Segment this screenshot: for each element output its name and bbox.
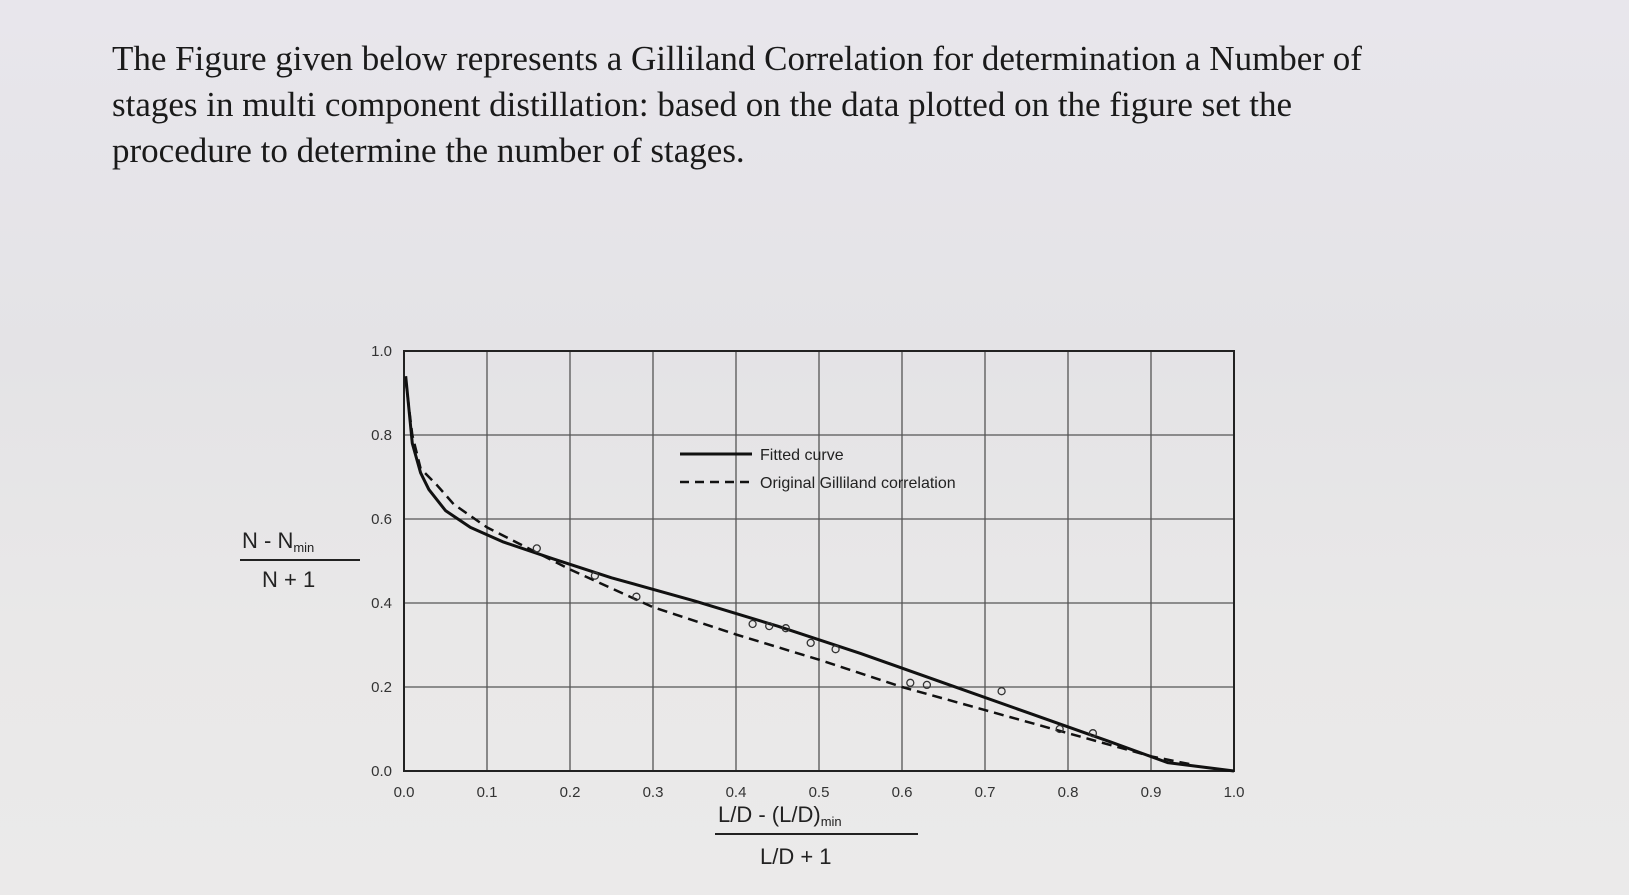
question-line-3: procedure to determine the number of sta…: [112, 131, 745, 170]
data-point: [632, 592, 641, 601]
data-point: [922, 680, 932, 690]
chart-grid: [404, 351, 1234, 771]
data-point: [748, 619, 757, 629]
data-point: [1088, 729, 1098, 738]
x-label-denominator: L/D + 1: [760, 844, 832, 869]
data-point: [806, 638, 815, 648]
x-tick-label: 0.2: [560, 784, 581, 801]
y-label-numerator: N - Nmin: [242, 528, 314, 555]
x-tick-labels: 0.0 0.1 0.2 0.3 0.4 0.5 0.6 0.7 0.8 0.9 1.0: [394, 784, 1245, 801]
data-point: [781, 624, 790, 633]
x-tick-label: 0.0: [394, 784, 415, 801]
x-tick-label: 0.4: [726, 784, 747, 801]
chart-series: [404, 376, 1235, 773]
y-tick-labels: 0.0 0.2 0.4 0.6 0.8 1.0: [371, 343, 392, 780]
x-tick-label: 0.1: [477, 784, 498, 801]
data-point: [906, 678, 915, 687]
question-line-1: The Figure given below represents a Gill…: [112, 39, 1362, 78]
y-tick-label: 0.6: [371, 511, 392, 528]
x-axis-label: L/D - (L/D)min L/D + 1: [715, 802, 918, 869]
plot-frame: [403, 350, 1235, 772]
data-point: [831, 645, 840, 654]
data-point: [997, 687, 1006, 696]
x-tick-label: 0.9: [1141, 784, 1162, 801]
data-point: [532, 544, 541, 553]
data-point: [765, 621, 774, 631]
question-line-2: stages in multi component distillation: …: [112, 85, 1293, 124]
chart-data-points: [532, 544, 1098, 738]
data-point: [1055, 724, 1064, 734]
y-axis-label: N - Nmin N + 1: [240, 528, 360, 592]
y-tick-label: 0.2: [371, 679, 392, 696]
y-tick-label: 0.8: [371, 427, 392, 444]
x-tick-label: 0.3: [643, 784, 664, 801]
x-tick-label: 0.5: [809, 784, 830, 801]
x-label-numerator: L/D - (L/D)min: [718, 802, 842, 829]
y-tick-label: 0.4: [371, 595, 392, 612]
x-tick-label: 0.6: [892, 784, 913, 801]
y-tick-label: 0.0: [371, 763, 392, 780]
question-text: The Figure given below represents a Gill…: [112, 36, 1532, 174]
series-line-fitted-curve: [404, 376, 1235, 773]
x-tick-label: 0.7: [975, 784, 996, 801]
x-tick-label: 1.0: [1224, 784, 1245, 801]
y-label-denominator: N + 1: [262, 567, 315, 592]
x-tick-label: 0.8: [1058, 784, 1079, 801]
y-tick-label: 1.0: [371, 343, 392, 360]
series-line-original-gilliland: [404, 380, 1193, 766]
data-point: [590, 571, 600, 580]
legend-label-original: Original Gilliland correlation: [760, 475, 956, 492]
legend: Fitted curve Original Gilliland correlat…: [680, 447, 956, 492]
legend-label-fitted: Fitted curve: [760, 447, 844, 464]
